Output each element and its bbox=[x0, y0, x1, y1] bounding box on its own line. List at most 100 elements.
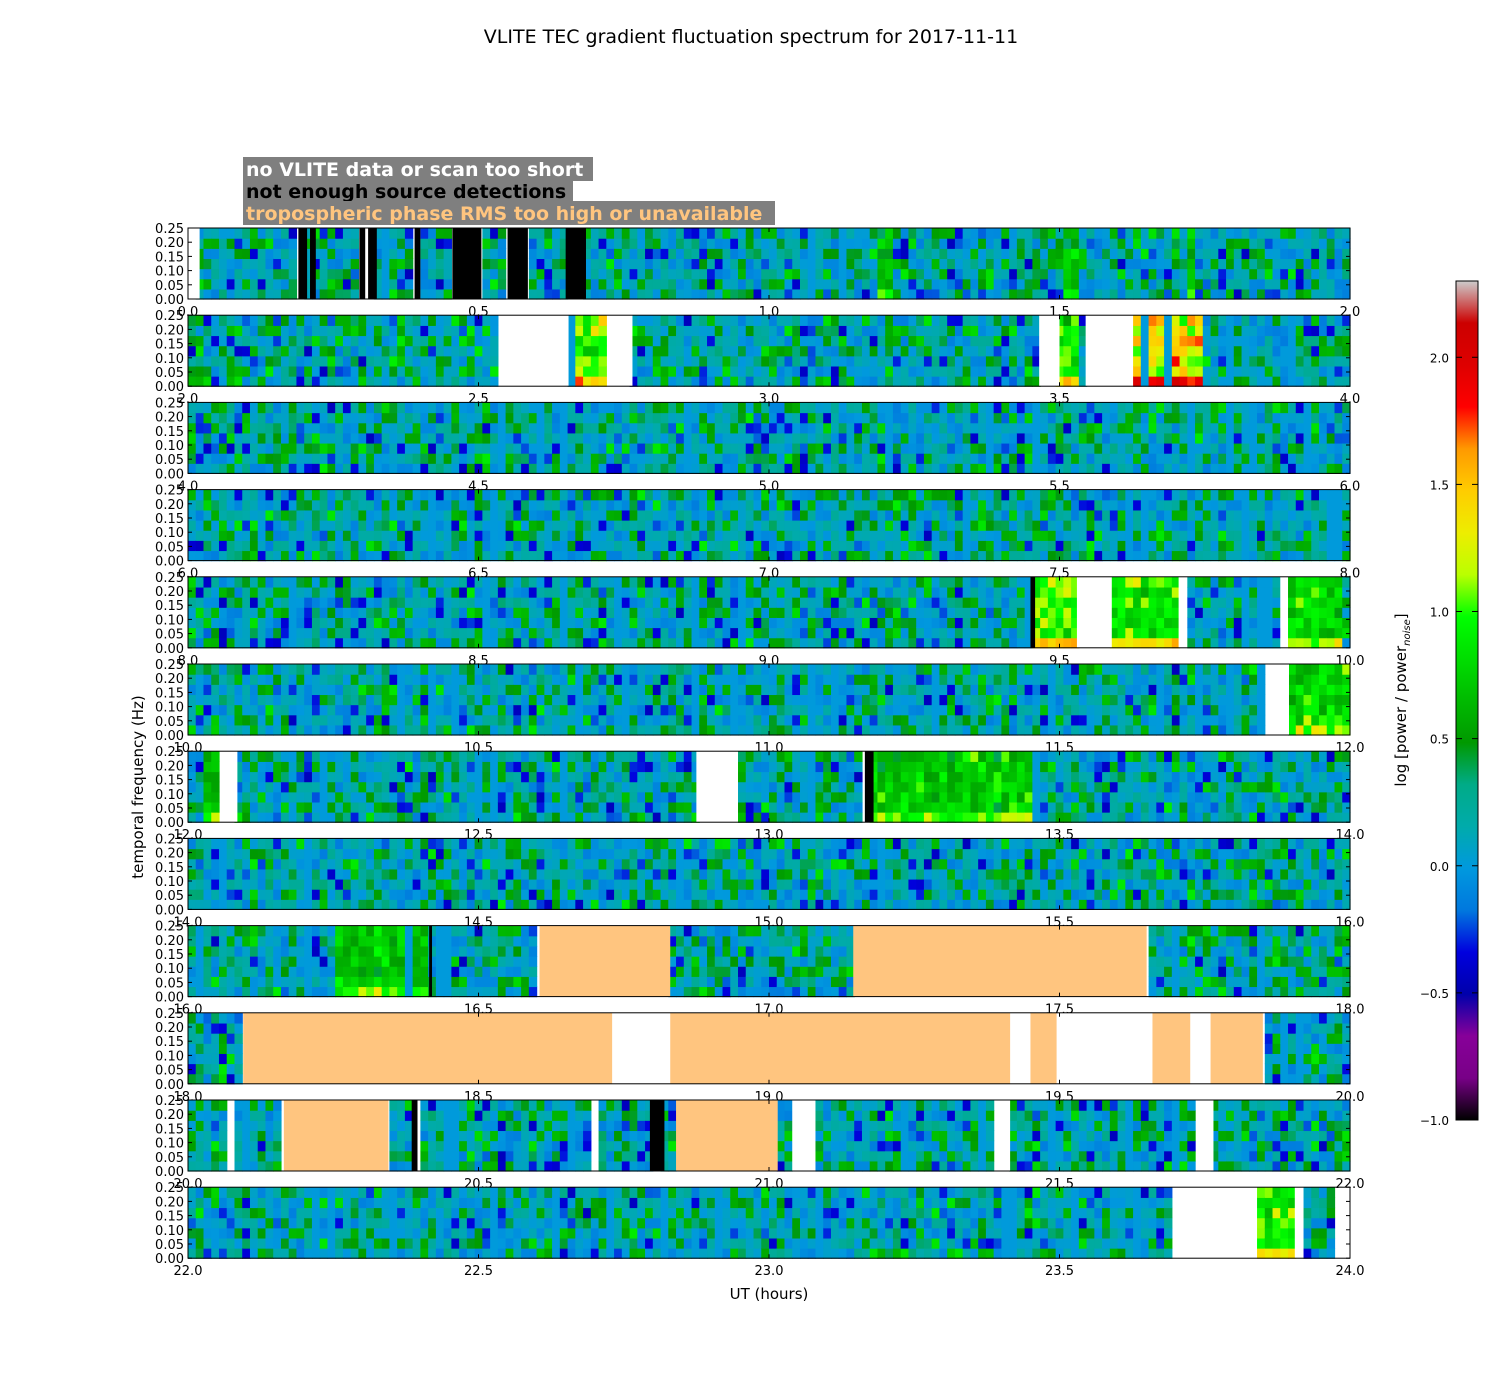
heatmap-cell bbox=[916, 422, 925, 434]
heatmap-cell bbox=[1001, 228, 1010, 239]
heatmap-cell bbox=[242, 597, 251, 608]
heatmap-cell bbox=[389, 463, 398, 474]
heatmap-cell bbox=[1249, 345, 1258, 357]
heatmap-cell bbox=[257, 335, 267, 347]
heatmap-cell bbox=[1133, 530, 1142, 541]
heatmap-cell bbox=[1288, 499, 1297, 511]
heatmap-cell bbox=[908, 258, 917, 270]
heatmap-cell bbox=[1334, 365, 1343, 377]
heatmap-cell bbox=[381, 489, 391, 501]
heatmap-cell bbox=[923, 463, 933, 474]
heatmap-cell bbox=[993, 345, 1002, 357]
heatmap-cell bbox=[769, 432, 778, 444]
heatmap-cell bbox=[900, 412, 910, 424]
heatmap-cell bbox=[908, 365, 917, 377]
heatmap-cell bbox=[1171, 540, 1181, 552]
heatmap-cell bbox=[583, 376, 592, 387]
heatmap-cell bbox=[335, 617, 344, 629]
heatmap-cell bbox=[962, 576, 972, 588]
heatmap-cell bbox=[916, 402, 925, 414]
heatmap-cell bbox=[1040, 499, 1049, 511]
heatmap-cell bbox=[311, 637, 321, 649]
heatmap-cell bbox=[1326, 550, 1336, 562]
heatmap-cell bbox=[1148, 550, 1157, 562]
heatmap-cell bbox=[1009, 442, 1018, 454]
heatmap-cell bbox=[799, 499, 809, 511]
heatmap-cell bbox=[1086, 489, 1095, 501]
heatmap-cell bbox=[1257, 530, 1266, 541]
heatmap-cell bbox=[598, 248, 607, 260]
heatmap-cell bbox=[218, 228, 228, 239]
heatmap-cell bbox=[304, 258, 313, 270]
heatmap-cell bbox=[536, 520, 545, 531]
heatmap-cell bbox=[327, 453, 336, 464]
heatmap-cell bbox=[1133, 315, 1142, 326]
heatmap-cell bbox=[226, 489, 236, 501]
heatmap-cell bbox=[497, 586, 507, 598]
heatmap-cell bbox=[342, 489, 352, 501]
heatmap-cell bbox=[652, 288, 662, 300]
heatmap-cell bbox=[373, 335, 383, 347]
heatmap-cell bbox=[985, 345, 995, 357]
heatmap-cell bbox=[1164, 315, 1173, 326]
heatmap-cell bbox=[420, 627, 429, 639]
heatmap-cell bbox=[358, 432, 367, 444]
heatmap-cell bbox=[1032, 607, 1041, 618]
heatmap-cell bbox=[637, 258, 646, 270]
heatmap-cell bbox=[195, 607, 205, 618]
heatmap-cell bbox=[188, 530, 197, 541]
heatmap-cell bbox=[528, 540, 538, 552]
heatmap-cell bbox=[327, 422, 336, 434]
heatmap-cell bbox=[350, 607, 360, 618]
heatmap-cell bbox=[1001, 442, 1010, 454]
heatmap-cell bbox=[482, 489, 491, 501]
heatmap-cell bbox=[583, 509, 592, 521]
heatmap-cell bbox=[1342, 258, 1351, 270]
heatmap-cell bbox=[350, 499, 360, 511]
heatmap-cell bbox=[1040, 540, 1049, 552]
heatmap-cell bbox=[1140, 607, 1150, 618]
heatmap-cell bbox=[807, 278, 817, 290]
heatmap-cell bbox=[1148, 345, 1157, 357]
heatmap-cell bbox=[962, 288, 972, 300]
heatmap-cell bbox=[676, 463, 685, 474]
heatmap-cell bbox=[265, 268, 274, 280]
heatmap-cell bbox=[954, 489, 964, 501]
heatmap-cell bbox=[598, 278, 607, 290]
heatmap-cell bbox=[1187, 540, 1196, 552]
heatmap-cell bbox=[389, 238, 398, 249]
heatmap-cells bbox=[188, 402, 1351, 474]
heatmap-cell bbox=[970, 442, 979, 454]
heatmap-cell bbox=[970, 586, 979, 598]
heatmap-cell bbox=[1249, 278, 1258, 290]
heatmap-cell bbox=[970, 453, 979, 464]
heatmap-cell bbox=[296, 520, 305, 531]
heatmap-cell bbox=[1117, 402, 1126, 414]
heatmap-cell bbox=[528, 499, 538, 511]
heatmap-cell bbox=[218, 540, 228, 552]
heatmap-cell bbox=[273, 637, 282, 649]
heatmap-cell bbox=[645, 442, 654, 454]
heatmap-cell bbox=[575, 540, 584, 552]
heatmap-cell bbox=[699, 617, 708, 629]
heatmap-cell bbox=[962, 489, 972, 501]
heatmap-cell bbox=[1280, 238, 1289, 249]
heatmap-cell bbox=[218, 617, 228, 629]
heatmap-cell bbox=[1133, 288, 1142, 300]
heatmap-cell bbox=[1063, 576, 1072, 588]
panel-2: 0.000.050.100.150.200.252.0 2.5 3.0 3.5 4.0 bbox=[155, 309, 1360, 407]
heatmap-cell bbox=[978, 365, 987, 377]
heatmap-cell bbox=[699, 576, 708, 588]
heatmap-cell bbox=[1218, 238, 1227, 249]
heatmap-cell bbox=[327, 607, 336, 618]
heatmap-cell bbox=[265, 509, 274, 521]
heatmap-cell bbox=[761, 637, 770, 649]
heatmap-cell bbox=[1133, 355, 1142, 367]
heatmap-cell bbox=[296, 586, 305, 598]
heatmap-cell bbox=[195, 463, 205, 474]
heatmap-cell bbox=[1202, 489, 1212, 501]
heatmap-cell bbox=[590, 627, 600, 639]
heatmap-cell bbox=[1001, 365, 1010, 377]
heatmap-cell bbox=[1241, 412, 1250, 424]
heatmap-cell bbox=[1226, 520, 1235, 531]
